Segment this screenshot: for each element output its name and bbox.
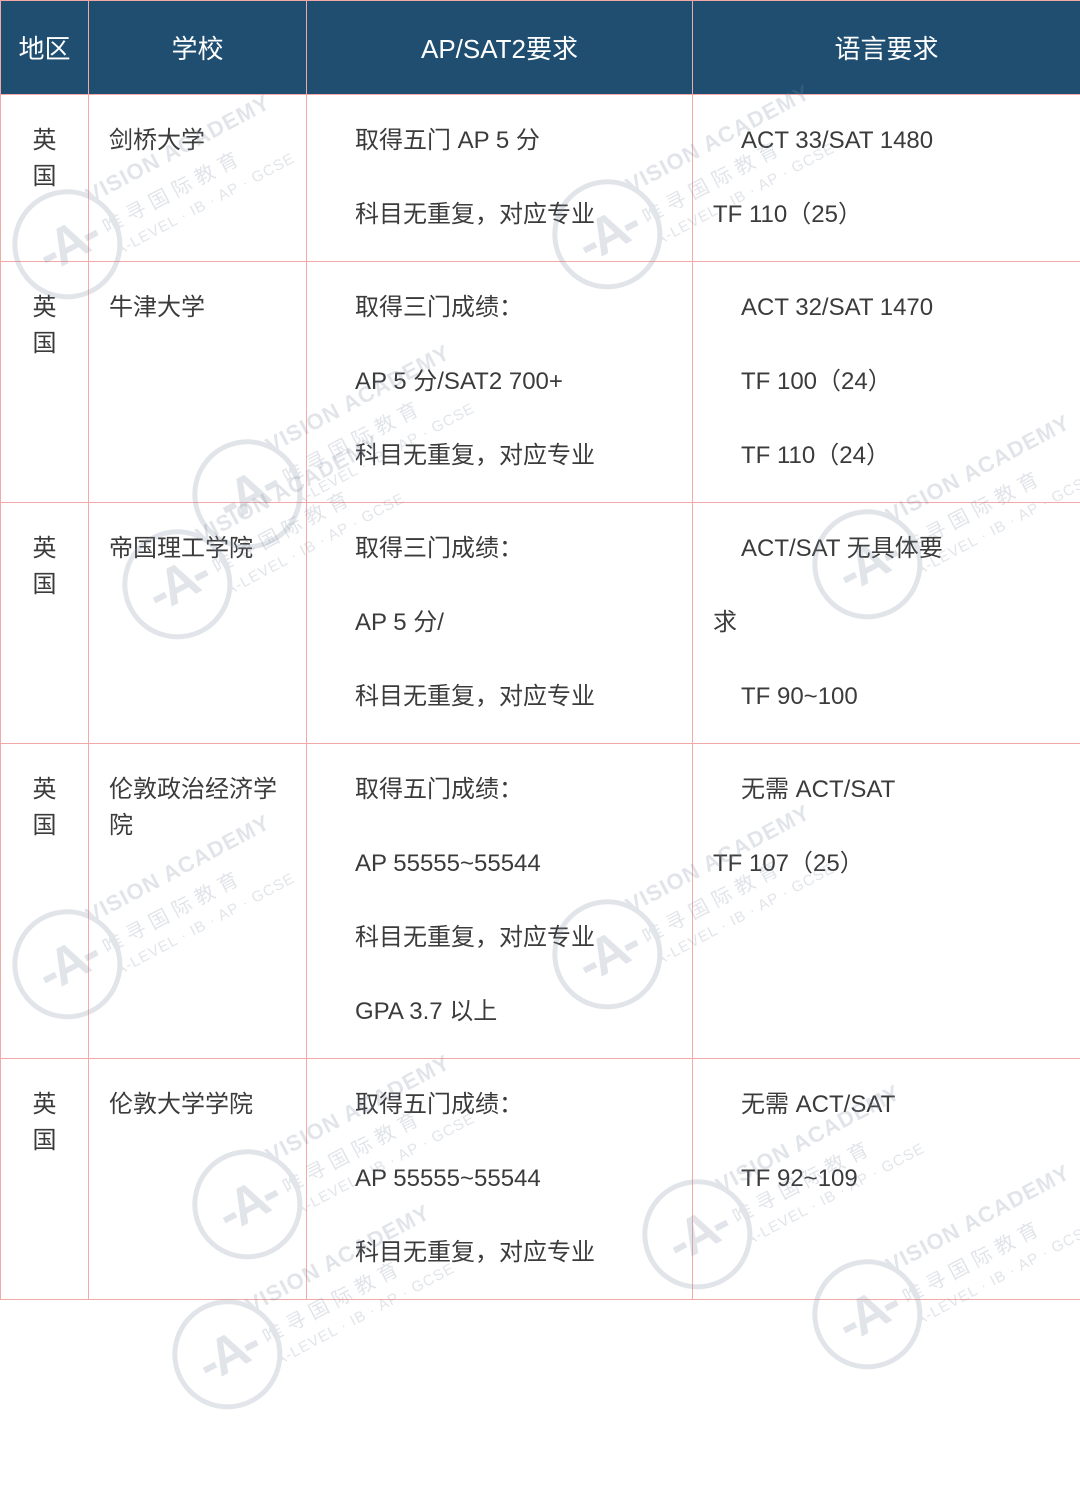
table-body: 英国剑桥大学取得五门 AP 5 分科目无重复，对应专业ACT 33/SAT 14… <box>1 95 1080 1300</box>
cell-region: 英国 <box>1 95 89 262</box>
cell-language: ACT 33/SAT 1480 TF 110（25） <box>693 95 1080 262</box>
col-header-school: 学校 <box>89 1 307 95</box>
table-row: 英国伦敦政治经济学院取得五门成绩： AP 55555~55544 科目无重复，对应专… <box>1 744 1080 1059</box>
cell-line: 求 <box>713 605 1060 641</box>
watermark-logo-icon: -A- <box>153 1280 302 1429</box>
cell-line: AP 5 分/ <box>327 605 672 641</box>
cell-line: 取得三门成绩： <box>327 290 672 326</box>
table-row: 英国牛津大学取得三门成绩： AP 5 分/SAT2 700+ 科目无重复，对应专业 A… <box>1 262 1080 503</box>
cell-language: ACT/SAT 无具体要求 TF 90~100 <box>693 503 1080 744</box>
cell-line: 科目无重复，对应专业 <box>327 679 672 715</box>
cell-line: 取得五门成绩： <box>327 1087 672 1123</box>
cell-ap-sat2: 取得五门成绩： AP 55555~55544 科目无重复，对应专业 <box>307 1059 693 1300</box>
cell-line: 取得五门成绩： <box>327 772 672 808</box>
cell-language: 无需 ACT/SAT TF 107（25） <box>693 744 1080 1059</box>
cell-language: ACT 32/SAT 1470 TF 100（24） TF 110（24） <box>693 262 1080 503</box>
cell-ap-sat2: 取得三门成绩： AP 5 分/SAT2 700+ 科目无重复，对应专业 <box>307 262 693 503</box>
cell-region: 英国 <box>1 262 89 503</box>
cell-school: 牛津大学 <box>89 262 307 503</box>
cell-line: AP 55555~55544 <box>327 1161 672 1197</box>
cell-ap-sat2: 取得三门成绩： AP 5 分/科目无重复，对应专业 <box>307 503 693 744</box>
cell-region: 英国 <box>1 503 89 744</box>
cell-line: 取得五门 AP 5 分 <box>327 123 672 159</box>
table-row: 英国伦敦大学学院取得五门成绩：AP 55555~55544科目无重复，对应专业无… <box>1 1059 1080 1300</box>
cell-line: ACT 32/SAT 1470 <box>713 290 1060 326</box>
cell-line: 科目无重复，对应专业 <box>327 1235 672 1271</box>
cell-line: TF 110（25） <box>713 197 1060 233</box>
cell-line: TF 90~100 <box>713 679 1060 715</box>
cell-line: 无需 ACT/SAT <box>713 1087 1060 1123</box>
cell-school: 剑桥大学 <box>89 95 307 262</box>
cell-line: AP 55555~55544 <box>327 846 672 882</box>
cell-line: TF 92~109 <box>713 1161 1060 1197</box>
cell-ap-sat2: 取得五门成绩： AP 55555~55544 科目无重复，对应专业 GPA 3.7 以… <box>307 744 693 1059</box>
cell-region: 英国 <box>1 744 89 1059</box>
cell-line: 科目无重复，对应专业 <box>327 197 672 233</box>
cell-line: 取得三门成绩： <box>327 531 672 567</box>
cell-line: ACT/SAT 无具体要 <box>713 531 1060 567</box>
cell-line: AP 5 分/SAT2 700+ <box>327 364 672 400</box>
cell-line: 科目无重复，对应专业 <box>327 438 672 474</box>
table-header-row: 地区 学校 AP/SAT2要求 语言要求 <box>1 1 1080 95</box>
cell-region: 英国 <box>1 1059 89 1300</box>
col-header-region: 地区 <box>1 1 89 95</box>
cell-line: 无需 ACT/SAT <box>713 772 1060 808</box>
cell-ap-sat2: 取得五门 AP 5 分科目无重复，对应专业 <box>307 95 693 262</box>
cell-school: 伦敦政治经济学院 <box>89 744 307 1059</box>
cell-school: 帝国理工学院 <box>89 503 307 744</box>
cell-line: TF 100（24） <box>713 364 1060 400</box>
table-row: 英国剑桥大学取得五门 AP 5 分科目无重复，对应专业ACT 33/SAT 14… <box>1 95 1080 262</box>
cell-line: TF 107（25） <box>713 846 1060 882</box>
requirements-table: 地区 学校 AP/SAT2要求 语言要求 英国剑桥大学取得五门 AP 5 分科目… <box>0 0 1080 1300</box>
cell-line: GPA 3.7 以上 <box>327 994 672 1030</box>
cell-line: 科目无重复，对应专业 <box>327 920 672 956</box>
cell-line: TF 110（24） <box>713 438 1060 474</box>
cell-school: 伦敦大学学院 <box>89 1059 307 1300</box>
cell-language: 无需 ACT/SAT TF 92~109 <box>693 1059 1080 1300</box>
table-row: 英国帝国理工学院取得三门成绩： AP 5 分/科目无重复，对应专业 ACT/SAT … <box>1 503 1080 744</box>
col-header-language: 语言要求 <box>693 1 1080 95</box>
cell-line: ACT 33/SAT 1480 <box>713 123 1060 159</box>
col-header-ap-sat2: AP/SAT2要求 <box>307 1 693 95</box>
